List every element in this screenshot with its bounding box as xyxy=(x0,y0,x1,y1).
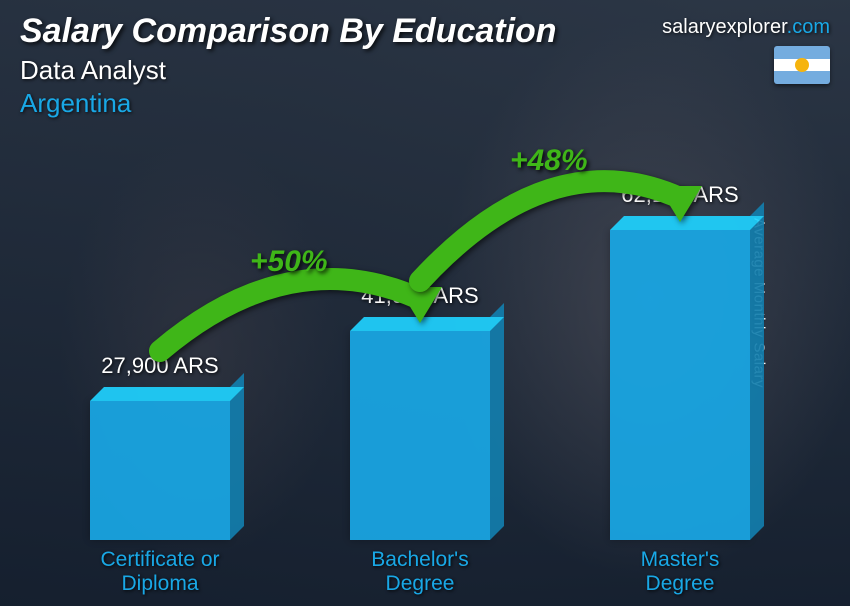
job-title: Data Analyst xyxy=(20,55,557,86)
flag-stripe-top xyxy=(774,46,830,59)
brand-logo: salaryexplorer.com xyxy=(662,16,830,39)
header: Salary Comparison By Education Data Anal… xyxy=(20,12,557,119)
country-flag-icon xyxy=(774,46,830,84)
bar-value-label: 62,100 ARS xyxy=(621,182,738,208)
flag-sun-icon xyxy=(796,59,808,71)
bar-category-label: Bachelor'sDegree xyxy=(340,548,500,596)
bar-value-label: 41,900 ARS xyxy=(361,283,478,309)
brand-name: salaryexplorer xyxy=(662,16,787,38)
salary-bar-chart: 27,900 ARS Certificate orDiploma 41,900 AR… xyxy=(40,126,800,596)
bar-category-label: Certificate orDiploma xyxy=(80,548,240,596)
increase-percent-label: +50% xyxy=(250,245,328,279)
flag-stripe-bot xyxy=(774,71,830,84)
bar xyxy=(350,331,490,540)
bar-value-label: 27,900 ARS xyxy=(101,353,218,379)
country-name: Argentina xyxy=(20,88,557,119)
page-title: Salary Comparison By Education xyxy=(20,12,557,51)
brand-suffix: .com xyxy=(787,16,830,38)
bar xyxy=(90,401,230,540)
bar xyxy=(610,230,750,540)
increase-percent-label: +48% xyxy=(510,144,588,178)
bar-category-label: Master'sDegree xyxy=(600,548,760,596)
